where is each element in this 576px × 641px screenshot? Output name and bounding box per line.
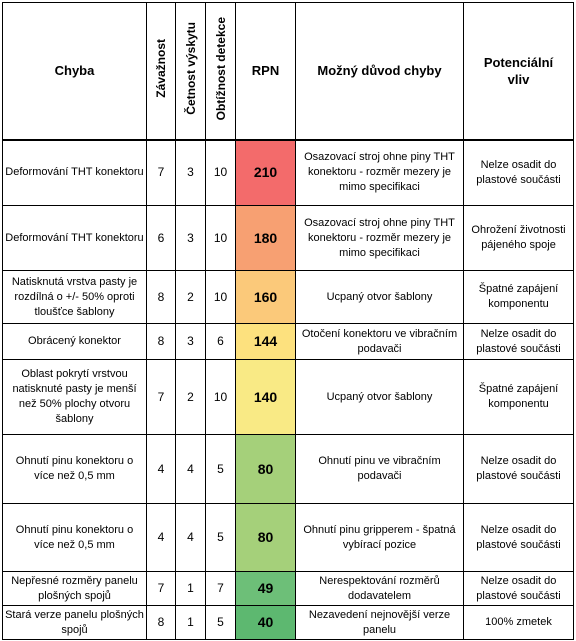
cell-detection: 7 xyxy=(205,571,236,606)
cell-rpn: 40 xyxy=(235,605,296,640)
table-row: Obrácený konektor 8 3 6 144 Otočení kone… xyxy=(2,323,574,360)
cell-rpn: 140 xyxy=(235,359,296,435)
header-cause: Možný důvod chyby xyxy=(295,2,464,141)
cell-defect: Nepřesné rozměry panelu plošných spojů xyxy=(2,571,147,606)
header-effect-label: Potenciální vliv xyxy=(483,54,554,87)
header-occurrence-label: Četnost výskytu xyxy=(183,22,198,116)
cell-defect: Deformování THT konektoru xyxy=(2,139,147,206)
cell-defect: Oblast pokrytí vrstvou natisknuté pasty … xyxy=(2,359,147,435)
cell-cause: Otočení konektoru ve vibračním podavači xyxy=(295,323,464,360)
cell-rpn: 160 xyxy=(235,270,296,324)
cell-rpn: 180 xyxy=(235,205,296,271)
header-detection: Obtížnost detekce xyxy=(205,2,236,141)
table-row: Stará verze panelu plošných spojů 8 1 5 … xyxy=(2,605,574,640)
cell-occurrence: 2 xyxy=(175,359,206,435)
cell-rpn: 80 xyxy=(235,434,296,504)
cell-detection: 6 xyxy=(205,323,236,360)
table-row: Ohnutí pinu konektoru o více než 0,5 mm … xyxy=(2,503,574,572)
cell-occurrence: 2 xyxy=(175,270,206,324)
cell-severity: 6 xyxy=(146,205,176,271)
cell-defect: Deformování THT konektoru xyxy=(2,205,147,271)
cell-cause: Ucpaný otvor šablony xyxy=(295,270,464,324)
cell-cause: Ohnutí pinu ve vibračním podavači xyxy=(295,434,464,504)
cell-rpn: 210 xyxy=(235,139,296,206)
cell-defect: Obrácený konektor xyxy=(2,323,147,360)
cell-cause: Nezavedení nejnovější verze panelu xyxy=(295,605,464,640)
cell-detection: 10 xyxy=(205,270,236,324)
cell-effect: Nelze osadit do plastové součásti xyxy=(463,434,574,504)
cell-occurrence: 3 xyxy=(175,205,206,271)
table-row: Deformování THT konektoru 6 3 10 180 Osa… xyxy=(2,205,574,271)
cell-detection: 10 xyxy=(205,359,236,435)
cell-occurrence: 1 xyxy=(175,571,206,606)
table-row: Ohnutí pinu konektoru o více než 0,5 mm … xyxy=(2,434,574,504)
header-effect: Potenciální vliv xyxy=(463,2,574,141)
cell-cause: Ucpaný otvor šablony xyxy=(295,359,464,435)
table-row: Nepřesné rozměry panelu plošných spojů 7… xyxy=(2,571,574,606)
header-detection-label: Obtížnost detekce xyxy=(213,17,228,121)
cell-effect: Nelze osadit do plastové součásti xyxy=(463,503,574,572)
cell-detection: 5 xyxy=(205,503,236,572)
cell-rpn: 49 xyxy=(235,571,296,606)
cell-rpn: 80 xyxy=(235,503,296,572)
cell-defect: Stará verze panelu plošných spojů xyxy=(2,605,147,640)
cell-severity: 7 xyxy=(146,139,176,206)
cell-effect: Špatné zapájení komponentu xyxy=(463,270,574,324)
cell-severity: 7 xyxy=(146,359,176,435)
cell-defect: Ohnutí pinu konektoru o více než 0,5 mm xyxy=(2,434,147,504)
header-severity-label: Závažnost xyxy=(154,39,168,99)
cell-detection: 5 xyxy=(205,434,236,504)
cell-severity: 8 xyxy=(146,605,176,640)
cell-effect: Ohrožení životnosti pájeného spoje xyxy=(463,205,574,271)
cell-occurrence: 4 xyxy=(175,434,206,504)
cell-detection: 10 xyxy=(205,139,236,206)
cell-effect: Nelze osadit do plastové součásti xyxy=(463,571,574,606)
cell-effect: Špatné zapájení komponentu xyxy=(463,359,574,435)
cell-detection: 5 xyxy=(205,605,236,640)
table-row: Deformování THT konektoru 7 3 10 210 Osa… xyxy=(2,139,574,206)
cell-defect: Ohnutí pinu konektoru o více než 0,5 mm xyxy=(2,503,147,572)
cell-cause: Ohnutí pinu gripperem - špatná vybírací … xyxy=(295,503,464,572)
header-defect: Chyba xyxy=(2,2,147,141)
header-rpn: RPN xyxy=(235,2,296,141)
cell-defect: Natisknutá vrstva pasty je rozdílná o +/… xyxy=(2,270,147,324)
cell-occurrence: 3 xyxy=(175,323,206,360)
table-row: Natisknutá vrstva pasty je rozdílná o +/… xyxy=(2,270,574,324)
cell-severity: 8 xyxy=(146,270,176,324)
cell-rpn: 144 xyxy=(235,323,296,360)
header-severity: Závažnost xyxy=(146,2,176,141)
cell-severity: 7 xyxy=(146,571,176,606)
table-row: Oblast pokrytí vrstvou natisknuté pasty … xyxy=(2,359,574,435)
cell-severity: 4 xyxy=(146,503,176,572)
cell-severity: 8 xyxy=(146,323,176,360)
cell-severity: 4 xyxy=(146,434,176,504)
cell-effect: Nelze osadit do plastové součásti xyxy=(463,139,574,206)
cell-occurrence: 3 xyxy=(175,139,206,206)
cell-effect: Nelze osadit do plastové součásti xyxy=(463,323,574,360)
cell-occurrence: 4 xyxy=(175,503,206,572)
header-occurrence: Četnost výskytu xyxy=(175,2,206,141)
cell-cause: Osazovací stroj ohne piny THT konektoru … xyxy=(295,205,464,271)
cell-cause: Osazovací stroj ohne piny THT konektoru … xyxy=(295,139,464,206)
cell-cause: Nerespektování rozměrů dodavatelem xyxy=(295,571,464,606)
cell-effect: 100% zmetek xyxy=(463,605,574,640)
cell-detection: 10 xyxy=(205,205,236,271)
cell-occurrence: 1 xyxy=(175,605,206,640)
